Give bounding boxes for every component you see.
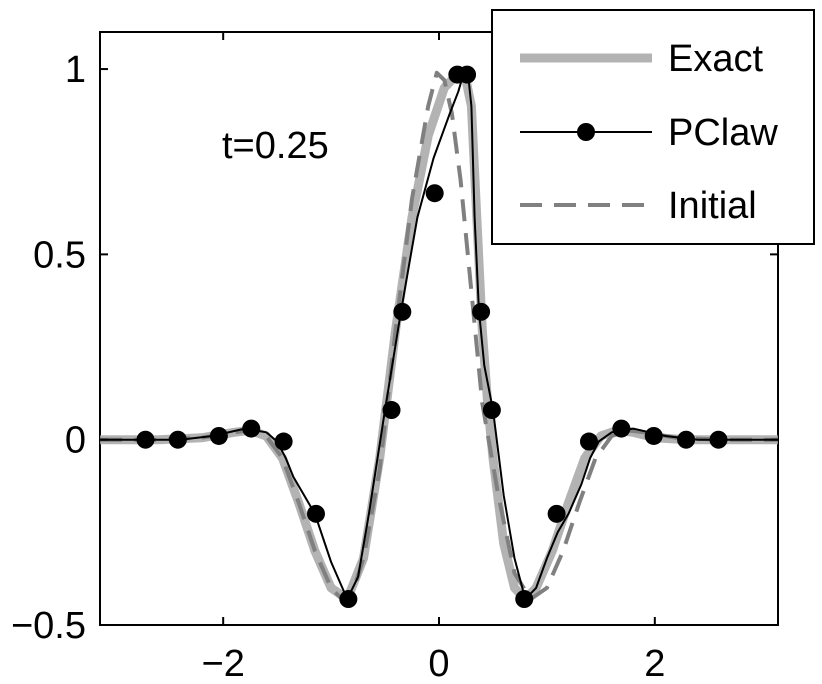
pclaw-marker	[709, 430, 728, 449]
y-tick-label: 1	[65, 49, 86, 91]
pclaw-marker	[547, 504, 566, 523]
tick-layer: −2 0 2 −0.5 0 0.5 1	[11, 32, 778, 684]
pclaw-marker	[242, 419, 261, 438]
y-tick-label: −0.5	[11, 605, 86, 647]
pclaw-marker	[644, 426, 663, 445]
pclaw-marker	[136, 430, 155, 449]
x-tick-label: −2	[202, 643, 245, 684]
pclaw-marker	[425, 184, 444, 203]
pclaw-marker	[339, 590, 358, 609]
pclaw-marker	[168, 430, 187, 449]
pclaw-marker	[458, 65, 477, 84]
pclaw-marker	[515, 590, 534, 609]
pclaw-marker	[382, 401, 401, 420]
pclaw-marker	[612, 419, 631, 438]
pclaw-marker	[209, 426, 228, 445]
pclaw-marker	[472, 302, 491, 321]
legend: Exact PClaw Initial	[491, 9, 815, 245]
y-tick-label: 0.5	[33, 234, 86, 276]
legend-box	[491, 9, 815, 245]
pclaw-marker	[579, 432, 598, 451]
x-tick-label: 2	[644, 643, 665, 684]
legend-label-exact: Exact	[668, 38, 763, 80]
x-tick-label: 0	[428, 643, 449, 684]
pclaw-marker	[274, 432, 293, 451]
pclaw-marker	[677, 430, 696, 449]
series-line-initial	[100, 70, 778, 602]
pclaw-marker	[393, 302, 412, 321]
series-layer	[100, 65, 778, 609]
legend-label-pclaw: PClaw	[668, 112, 778, 154]
pclaw-marker	[482, 401, 501, 420]
legend-label-initial: Initial	[668, 185, 757, 227]
y-tick-label: 0	[65, 420, 86, 462]
pclaw-marker	[306, 504, 325, 523]
series-line-exact	[100, 72, 778, 604]
time-annotation: t=0.25	[222, 125, 329, 167]
legend-marker	[577, 123, 595, 141]
